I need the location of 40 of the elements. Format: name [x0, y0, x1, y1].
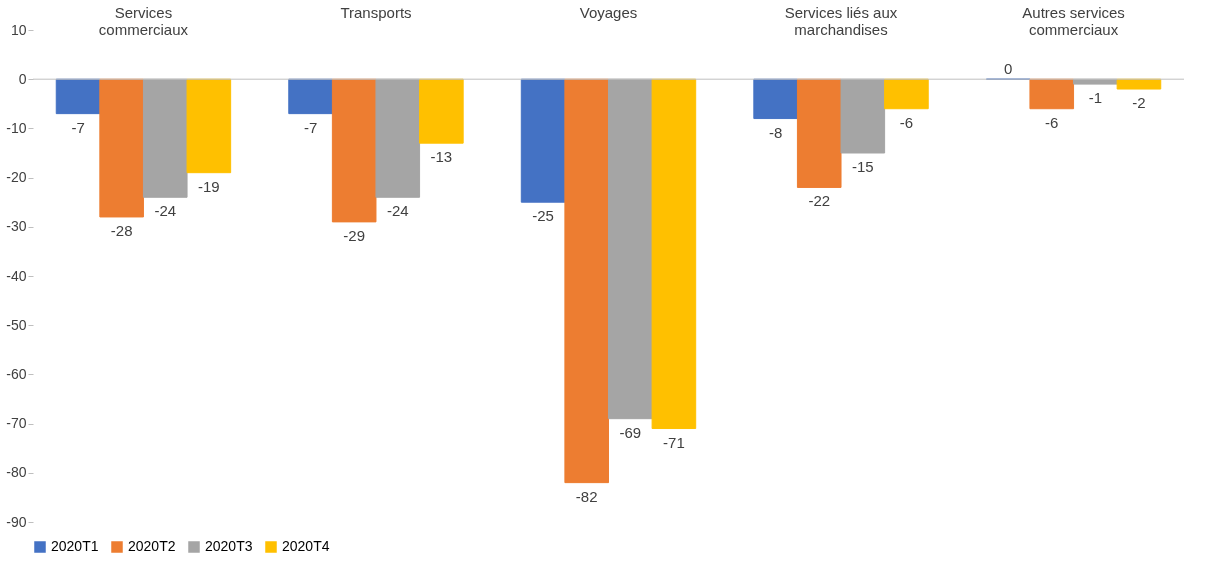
y-tick-label: -60 — [6, 365, 27, 382]
legend-label: 2020T1 — [51, 538, 99, 554]
data-label: -7 — [71, 118, 85, 136]
x-tick-label: Services liés aux marchandises — [784, 3, 898, 38]
data-label: -2 — [1132, 94, 1146, 112]
y-tick-label: -20 — [6, 169, 27, 186]
data-label: -71 — [663, 433, 685, 451]
data-label: -13 — [430, 148, 453, 166]
legend-label: 2020T4 — [282, 538, 330, 554]
data-label: -22 — [808, 192, 831, 210]
y-tick-label: -40 — [6, 267, 27, 284]
legend-label: 2020T2 — [128, 538, 176, 554]
data-label: -24 — [154, 202, 177, 220]
data-label: -19 — [198, 177, 220, 195]
data-label: -8 — [768, 123, 783, 141]
data-label: 0 — [1003, 60, 1013, 78]
data-label: -28 — [110, 221, 133, 239]
y-tick-label: -70 — [6, 415, 27, 432]
legend-label: 2020T3 — [205, 538, 253, 554]
data-label: -69 — [619, 423, 642, 441]
data-label: -15 — [851, 158, 874, 175]
y-tick-label: -80 — [6, 464, 27, 481]
y-tick-label: 0 — [18, 70, 27, 87]
y-tick-label: 10 — [10, 21, 27, 38]
y-tick-label: -90 — [6, 513, 27, 530]
data-label: -7 — [303, 118, 318, 136]
x-tick-label: Services commerciaux — [98, 3, 189, 38]
data-label: -25 — [532, 207, 554, 225]
y-tick-label: -50 — [6, 316, 27, 333]
x-tick-label: Transports — [340, 3, 412, 21]
data-label: -6 — [899, 113, 914, 131]
data-label: -82 — [575, 487, 598, 505]
y-tick-label: -30 — [6, 218, 27, 235]
x-tick-label: Voyages — [579, 3, 638, 21]
data-label: -24 — [386, 202, 409, 220]
data-label: -6 — [1045, 113, 1059, 131]
data-label: -29 — [343, 226, 366, 244]
data-label: -1 — [1088, 89, 1103, 107]
x-tick-label: Autres services commerciaux — [1022, 3, 1125, 38]
y-tick-label: -10 — [6, 119, 27, 136]
